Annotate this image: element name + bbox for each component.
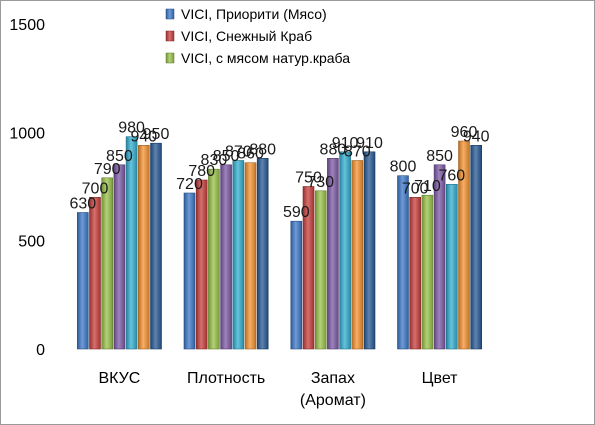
- bar: [363, 151, 376, 350]
- bar: [138, 145, 150, 350]
- bar: [220, 164, 232, 350]
- data-label: 910: [332, 135, 359, 152]
- data-label: 880: [249, 141, 276, 158]
- bar: [150, 142, 162, 350]
- data-label: 950: [143, 126, 170, 143]
- bars-layer: [77, 136, 483, 350]
- bar: [232, 160, 245, 350]
- data-label: 720: [176, 176, 203, 193]
- y-tick-label: 1500: [9, 17, 45, 34]
- data-label: 700: [82, 180, 109, 197]
- data-label: 870: [344, 144, 371, 161]
- data-label: 910: [356, 135, 383, 152]
- bar: [256, 158, 269, 350]
- data-label: 800: [390, 159, 417, 176]
- legend: VICI, Приорити (Мясо) VICI, Снежный Краб V…: [165, 6, 350, 66]
- data-label: 860: [237, 146, 264, 163]
- bar: [244, 162, 257, 350]
- y-tick-label: 1000: [9, 125, 45, 142]
- bar: [470, 145, 483, 350]
- data-label: 830: [201, 152, 228, 169]
- data-label: 630: [69, 196, 96, 213]
- data-label: 850: [106, 148, 133, 165]
- data-label: 590: [283, 204, 310, 221]
- y-tick-label: 0: [36, 342, 45, 359]
- bar: [113, 164, 126, 350]
- x-category-label: ВКУС: [98, 370, 140, 387]
- bar: [208, 168, 220, 350]
- data-label: 790: [94, 161, 121, 178]
- x-category-label: Запах: [311, 370, 355, 387]
- data-label: 870: [225, 144, 252, 161]
- data-label: 730: [307, 174, 334, 191]
- bar: [339, 151, 351, 350]
- bar: [89, 197, 101, 350]
- data-label: 760: [438, 167, 465, 184]
- y-tick-label: 500: [18, 234, 45, 251]
- bar: [302, 186, 315, 350]
- data-label: 700: [402, 180, 429, 197]
- bar: [433, 164, 446, 350]
- data-label: 980: [118, 120, 145, 137]
- bar: [351, 160, 364, 350]
- x-category-label: (Аромат): [300, 392, 366, 409]
- bar: [101, 177, 113, 350]
- bar: [314, 190, 327, 350]
- bar: [290, 220, 303, 350]
- data-label: 940: [463, 128, 490, 145]
- bar: [458, 140, 470, 350]
- bar: [421, 194, 434, 350]
- legend-swatch: [165, 8, 175, 20]
- bar: [125, 136, 138, 350]
- data-label: 880: [320, 141, 347, 158]
- legend-swatch: [165, 30, 175, 42]
- y-axis: 0 500 1000 1500: [9, 17, 45, 359]
- bar: [409, 197, 422, 350]
- data-label: 850: [213, 148, 240, 165]
- data-label: 850: [426, 148, 453, 165]
- bar: [327, 158, 339, 350]
- bar: [183, 192, 196, 350]
- x-category-label: Плотность: [187, 370, 265, 387]
- x-category-label: Цвет: [422, 370, 459, 387]
- legend-label: VICI, с мясом натур.краба: [181, 50, 350, 66]
- legend-label: VICI, Приорити (Мясо): [181, 6, 327, 22]
- data-label: 750: [295, 170, 322, 187]
- legend-swatch: [165, 52, 175, 64]
- data-label: 940: [130, 128, 157, 145]
- data-label: 780: [188, 163, 215, 180]
- data-labels-layer: 6307007908509809409507207808308508708608…: [69, 120, 489, 222]
- bar: [445, 184, 458, 350]
- x-axis-categories: ВКУС Плотность Запах (Аромат) Цвет: [98, 370, 458, 409]
- legend-label: VICI, Снежный Краб: [181, 28, 312, 44]
- data-label: 710: [414, 178, 441, 195]
- bar: [77, 212, 89, 350]
- data-label: 960: [451, 124, 478, 141]
- bar: [397, 175, 409, 350]
- bar: [195, 179, 208, 350]
